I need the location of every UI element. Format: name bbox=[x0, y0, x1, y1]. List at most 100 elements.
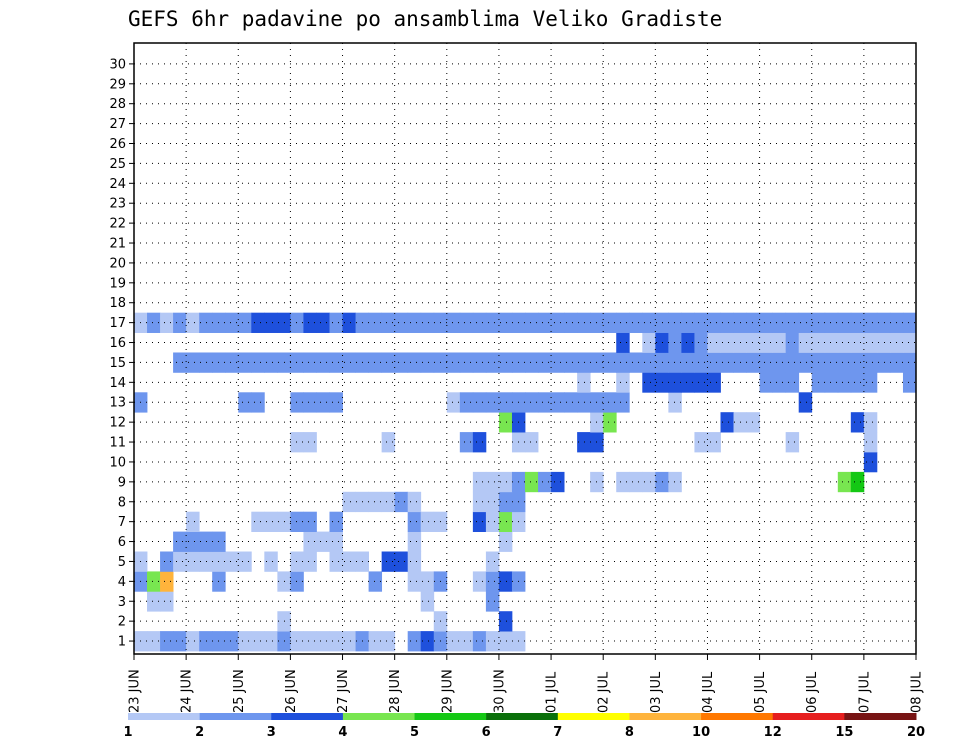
precip-cell bbox=[381, 631, 396, 652]
precip-cell bbox=[160, 591, 174, 612]
precip-cell bbox=[707, 432, 721, 453]
precip-cell bbox=[485, 392, 500, 413]
x-tick-label: 29 JUN bbox=[440, 669, 455, 713]
precip-cell bbox=[551, 352, 565, 373]
precip-cell bbox=[863, 451, 878, 473]
precip-cell bbox=[199, 531, 213, 552]
precip-cell bbox=[368, 312, 383, 333]
y-tick-label: 4 bbox=[118, 575, 126, 590]
precip-cell bbox=[863, 352, 878, 373]
x-tick-label: 08 JUL bbox=[910, 671, 925, 713]
precip-cell bbox=[472, 471, 487, 493]
precip-cell bbox=[225, 551, 239, 572]
precip-cell bbox=[902, 332, 917, 353]
precip-cell bbox=[525, 471, 539, 493]
colorbar-label: 7 bbox=[553, 725, 562, 740]
precip-cell bbox=[824, 332, 839, 353]
precip-cell bbox=[746, 352, 760, 373]
precip-cell bbox=[173, 551, 187, 572]
precip-cell bbox=[785, 352, 800, 373]
precip-cell bbox=[707, 312, 721, 333]
precip-cell bbox=[459, 312, 474, 333]
precip-cell bbox=[746, 332, 760, 353]
precip-cell bbox=[394, 352, 409, 373]
precip-cell bbox=[160, 551, 174, 572]
precip-cell bbox=[459, 352, 474, 373]
colorbar-swatch bbox=[271, 713, 344, 720]
colorbar-label: 3 bbox=[267, 725, 276, 740]
precip-cell bbox=[746, 412, 760, 433]
precip-cell bbox=[798, 332, 813, 353]
y-tick-label: 6 bbox=[118, 535, 126, 550]
precip-cell bbox=[303, 531, 317, 552]
precip-cell bbox=[485, 511, 500, 532]
precip-cell bbox=[485, 312, 500, 333]
y-tick-label: 8 bbox=[118, 495, 126, 510]
precip-cell bbox=[498, 352, 513, 373]
precip-cell bbox=[616, 372, 630, 393]
precip-cell bbox=[694, 332, 708, 353]
precip-cell bbox=[342, 312, 356, 333]
precip-cell bbox=[420, 352, 435, 373]
precip-cell bbox=[498, 471, 513, 493]
precip-cell bbox=[668, 332, 682, 353]
precip-cell bbox=[381, 352, 396, 373]
precip-cell bbox=[564, 392, 578, 413]
colorbar-label: 8 bbox=[625, 725, 634, 740]
precip-cell bbox=[420, 511, 435, 532]
y-tick-label: 30 bbox=[109, 57, 126, 72]
precip-cell bbox=[368, 352, 383, 373]
precip-cell bbox=[329, 631, 343, 652]
precip-cell bbox=[498, 531, 513, 552]
precip-cell bbox=[238, 352, 252, 373]
precip-cell bbox=[316, 531, 330, 552]
precip-cell bbox=[772, 352, 787, 373]
precip-cell bbox=[759, 332, 774, 353]
colorbar-swatch bbox=[557, 713, 630, 720]
colorbar-label: 1 bbox=[123, 725, 132, 740]
precip-cell bbox=[616, 471, 630, 493]
precip-cell bbox=[720, 312, 734, 333]
precip-cell bbox=[538, 392, 552, 413]
precip-cell bbox=[459, 631, 474, 652]
plot-frame bbox=[133, 42, 917, 655]
precip-cell bbox=[863, 312, 878, 333]
x-tick-label: 05 JUL bbox=[753, 671, 768, 713]
y-tick-label: 22 bbox=[109, 217, 126, 232]
precip-cell bbox=[264, 551, 278, 572]
colorbar-swatch bbox=[629, 713, 702, 720]
precip-cell bbox=[238, 312, 252, 333]
colorbar-label: 15 bbox=[835, 725, 853, 740]
precip-cell bbox=[746, 312, 760, 333]
precip-cell bbox=[525, 432, 539, 453]
precip-cell bbox=[668, 372, 682, 393]
precip-cell bbox=[785, 372, 800, 393]
precip-cell bbox=[147, 631, 161, 652]
precip-cell bbox=[199, 551, 213, 572]
precip-cell bbox=[863, 412, 878, 433]
precip-cell bbox=[407, 631, 422, 652]
precip-cell bbox=[824, 312, 839, 333]
x-tick-label: 06 JUL bbox=[805, 671, 820, 713]
precip-cell bbox=[472, 352, 487, 373]
precip-cell bbox=[498, 392, 513, 413]
y-tick-label: 25 bbox=[109, 157, 126, 172]
precip-cell bbox=[525, 392, 539, 413]
precip-cell bbox=[759, 372, 774, 393]
precip-cell bbox=[603, 412, 617, 433]
precip-cell bbox=[446, 631, 461, 652]
colorbar-label: 10 bbox=[692, 725, 710, 740]
precip-cell bbox=[642, 312, 656, 333]
precip-cell bbox=[876, 332, 891, 353]
precip-cell bbox=[238, 392, 252, 413]
precip-cell bbox=[251, 511, 265, 532]
x-tick-label: 02 JUL bbox=[597, 671, 612, 713]
precip-cell bbox=[642, 332, 656, 353]
precip-cell bbox=[264, 312, 278, 333]
precip-cell bbox=[329, 352, 343, 373]
precip-cell bbox=[538, 471, 552, 493]
precip-cell bbox=[694, 432, 708, 453]
precip-cell bbox=[902, 352, 917, 373]
y-tick-label: 12 bbox=[109, 416, 126, 431]
precip-cell bbox=[616, 352, 630, 373]
